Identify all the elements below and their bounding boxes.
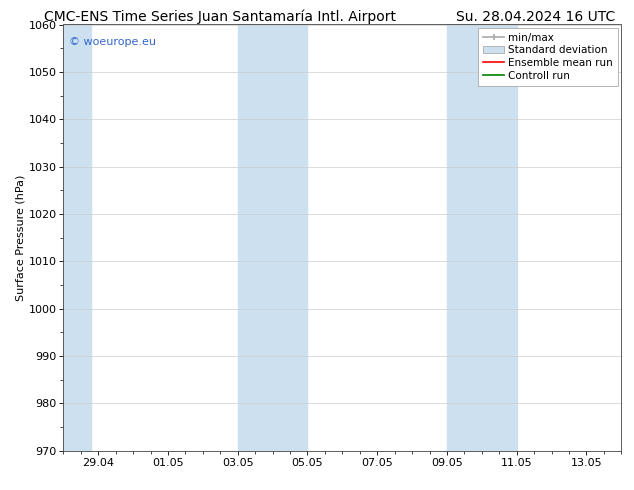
Text: © woeurope.eu: © woeurope.eu [69, 37, 156, 48]
Text: CMC-ENS Time Series Juan Santamaría Intl. Airport: CMC-ENS Time Series Juan Santamaría Intl… [44, 10, 396, 24]
Y-axis label: Surface Pressure (hPa): Surface Pressure (hPa) [16, 174, 25, 301]
Legend: min/max, Standard deviation, Ensemble mean run, Controll run: min/max, Standard deviation, Ensemble me… [478, 27, 618, 86]
Text: Su. 28.04.2024 16 UTC: Su. 28.04.2024 16 UTC [456, 10, 615, 24]
Bar [447, 24, 517, 451]
Bar [63, 24, 91, 451]
Bar [238, 24, 307, 451]
